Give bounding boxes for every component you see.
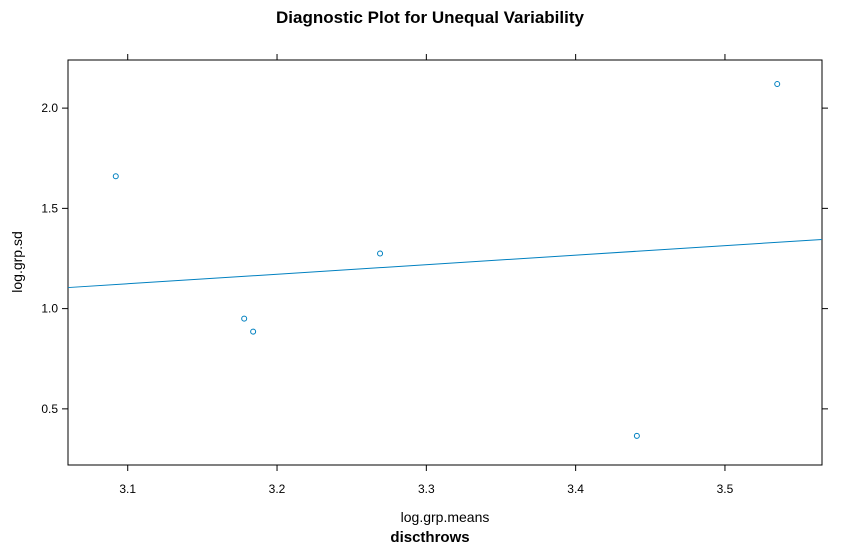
y-tick-label-1: 1.0 xyxy=(41,302,58,316)
x-tick-label-4: 3.5 xyxy=(717,482,734,496)
y-tick-label-3: 2.0 xyxy=(41,101,58,115)
x-tick-label-1: 3.2 xyxy=(269,482,286,496)
x-tick-label-3: 3.4 xyxy=(567,482,584,496)
data-point-5 xyxy=(774,81,781,88)
data-point-4 xyxy=(633,432,640,439)
y-tick-label-2: 1.5 xyxy=(41,201,58,215)
y-axis-tick-labels: 0.5 1.0 1.5 2.0 xyxy=(41,101,58,416)
plot-panel xyxy=(67,59,823,466)
y-axis-label: log.grp.sd xyxy=(9,231,25,292)
x-tick-label-0: 3.1 xyxy=(119,482,136,496)
regression-line xyxy=(67,238,823,289)
data-point-2 xyxy=(250,328,257,335)
x-axis-tick-labels: 3.1 3.2 3.3 3.4 3.5 xyxy=(119,482,733,496)
y-axis-left-ticks xyxy=(62,107,68,410)
data-point-0 xyxy=(112,173,119,180)
x-tick-label-2: 3.3 xyxy=(418,482,435,496)
y-tick-label-0: 0.5 xyxy=(41,402,58,416)
sub-label: discthrows xyxy=(390,529,469,546)
scatter-points xyxy=(112,81,781,439)
y-axis-right-ticks xyxy=(822,107,828,410)
chart-title: Diagnostic Plot for Unequal Variability xyxy=(276,8,584,27)
data-point-3 xyxy=(377,250,384,257)
regression-line-group xyxy=(67,238,823,289)
x-axis-top-ticks xyxy=(127,54,726,60)
x-axis-bottom-ticks xyxy=(127,465,726,471)
data-point-1 xyxy=(241,315,248,322)
x-axis-label: log.grp.means xyxy=(401,509,490,525)
